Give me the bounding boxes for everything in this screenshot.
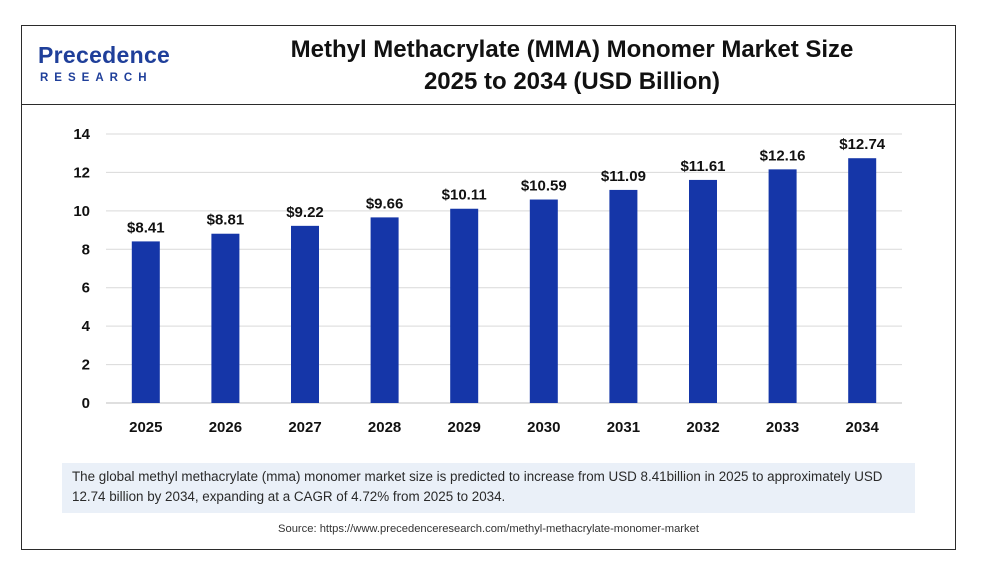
header: Precedence RESEARCH Methyl Methacrylate … [22,26,955,105]
x-tick-label: 2034 [846,419,880,436]
logo-wordmark: Precedence [38,42,171,68]
data-label: $9.66 [366,195,404,212]
x-tick-label: 2028 [368,419,401,436]
data-label: $12.74 [839,136,886,153]
data-label: $8.41 [127,219,165,236]
bar [768,169,797,403]
y-tick-label: 10 [73,203,90,220]
y-tick-label: 4 [82,318,91,335]
x-tick-label: 2026 [209,419,242,436]
y-tick-label: 6 [82,280,90,297]
source-text: Source: https://www.precedenceresearch.c… [278,523,699,535]
logo-subtitle: RESEARCH [40,72,153,84]
data-label: $8.81 [207,212,245,229]
bar [291,225,319,403]
bar [450,208,479,403]
bar [131,241,160,403]
x-tick-label: 2032 [686,419,719,436]
data-label: $10.11 [442,187,487,204]
data-label: $11.09 [601,168,646,185]
chart-title-line1: Methyl Methacrylate (MMA) Monomer Market… [290,36,854,63]
bar-chart: 0 2 4 6 8 10 12 14 $8.41 2025 $8.81 2026 $9.22 2027 $9… [73,126,902,436]
caption-box: The global methyl methacrylate (mma) mon… [62,463,915,513]
y-tick-label: 8 [82,241,90,258]
x-tick-label: 2025 [129,419,162,436]
x-tick-label: 2027 [288,419,321,436]
bar [609,189,638,403]
x-tick-label: 2029 [448,419,481,436]
chart-title: Methyl Methacrylate (MMA) Monomer Market… [212,34,932,98]
x-tick-label: 2030 [527,419,560,436]
bar [211,233,240,403]
y-tick-label: 2 [82,357,90,374]
x-tick-label: 2033 [766,419,799,436]
data-label: $11.61 [680,158,725,175]
data-label: $9.22 [286,204,324,221]
bar [529,199,558,403]
source-note: Source: https://www.precedenceresearch.c… [22,523,955,535]
data-label: $10.59 [521,178,567,195]
logo: Precedence RESEARCH [38,42,188,86]
chart-title-line2: 2025 to 2034 (USD Billion) [423,68,721,95]
chart-card: Precedence RESEARCH Methyl Methacrylate … [21,25,956,550]
bar [689,179,717,403]
y-tick-label: 0 [82,395,90,412]
data-label: $12.16 [760,147,806,164]
x-tick-label: 2031 [607,419,640,436]
bar [370,217,399,403]
bar [848,158,877,403]
y-tick-label: 12 [73,164,90,181]
y-tick-label: 14 [73,126,90,143]
